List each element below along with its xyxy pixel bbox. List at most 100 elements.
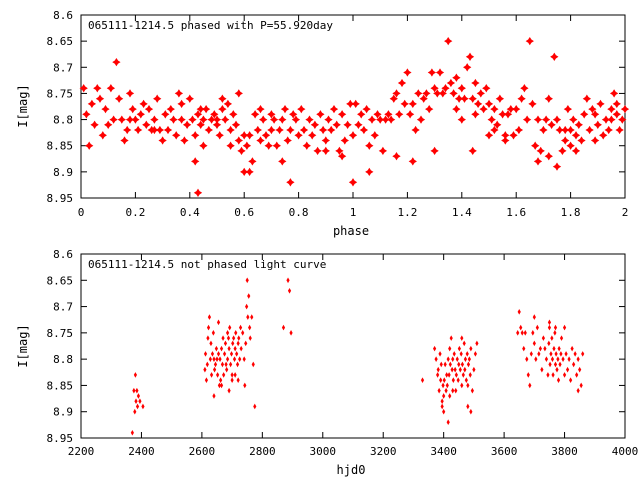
- data-point: [573, 351, 577, 357]
- data-point: [335, 146, 344, 156]
- data-point: [547, 324, 552, 331]
- data-point: [236, 340, 240, 347]
- data-point: [340, 136, 349, 145]
- data-point: [207, 115, 216, 124]
- data-point: [460, 94, 469, 103]
- data-point: [235, 351, 239, 357]
- data-point: [536, 146, 545, 156]
- data-point: [414, 89, 423, 98]
- data-point: [558, 146, 567, 156]
- data-point: [566, 141, 575, 150]
- data-point: [248, 157, 257, 166]
- data-point: [216, 319, 221, 326]
- data-point: [188, 115, 197, 124]
- data-point: [218, 356, 222, 362]
- data-point: [479, 104, 488, 114]
- data-point: [214, 345, 218, 352]
- data-point: [405, 110, 415, 119]
- data-point: [204, 125, 213, 135]
- data-point: [495, 94, 505, 103]
- data-point: [283, 136, 292, 145]
- data-point: [553, 324, 558, 331]
- data-point: [236, 377, 240, 383]
- data-point: [269, 115, 279, 124]
- data-point: [241, 330, 245, 336]
- data-point: [98, 131, 107, 140]
- data-point: [230, 372, 234, 378]
- data-point: [256, 104, 265, 114]
- data-point: [430, 84, 439, 93]
- data-point: [234, 330, 238, 336]
- data-point: [582, 94, 592, 103]
- data-point: [348, 178, 358, 187]
- data-point: [230, 377, 234, 383]
- data-point: [475, 340, 479, 347]
- data-point: [590, 136, 600, 145]
- data-point: [302, 141, 311, 150]
- data-point: [453, 366, 457, 373]
- data-point: [395, 110, 404, 119]
- y-tick-label: 8.85: [47, 379, 74, 392]
- data-point: [446, 356, 450, 362]
- data-point: [520, 84, 529, 93]
- data-point: [221, 335, 225, 341]
- x-tick-label: 3200: [370, 445, 397, 458]
- data-point: [240, 167, 249, 177]
- data-point: [359, 125, 369, 135]
- data-point: [308, 131, 317, 140]
- data-point: [310, 120, 320, 129]
- data-point: [615, 125, 624, 135]
- data-point: [318, 125, 328, 135]
- data-point: [468, 146, 477, 156]
- data-point: [449, 89, 458, 98]
- data-point: [520, 330, 524, 336]
- x-tick-label: 2200: [68, 445, 95, 458]
- data-point: [465, 52, 475, 61]
- data-point: [466, 382, 470, 389]
- data-point: [134, 398, 138, 404]
- data-point: [558, 361, 562, 368]
- data-point: [206, 335, 210, 341]
- data-point: [528, 382, 532, 389]
- data-point: [316, 110, 325, 119]
- data-point: [321, 146, 330, 156]
- data-point: [523, 330, 527, 336]
- data-point: [455, 356, 459, 362]
- data-point: [427, 68, 437, 77]
- x-tick-label: 0: [78, 206, 85, 219]
- data-point: [544, 94, 553, 103]
- data-point: [444, 387, 448, 394]
- data-point: [267, 110, 276, 119]
- x-tick-label: 3000: [310, 445, 337, 458]
- data-point: [392, 152, 401, 161]
- x-tick-label: 0.2: [125, 206, 145, 219]
- data-point: [440, 398, 444, 404]
- data-point: [343, 120, 352, 129]
- data-point: [136, 110, 145, 119]
- data-point: [549, 351, 553, 357]
- y-tick-label: 8.9: [53, 406, 73, 419]
- data-point: [233, 345, 237, 352]
- data-point: [446, 419, 450, 426]
- data-point: [448, 393, 452, 399]
- data-point: [553, 361, 558, 368]
- data-point: [532, 314, 536, 320]
- data-point: [556, 377, 561, 383]
- data-point: [572, 361, 576, 368]
- data-point: [212, 393, 216, 399]
- data-point: [525, 356, 529, 362]
- data-point: [133, 408, 137, 415]
- data-point: [469, 345, 473, 352]
- data-point: [538, 345, 542, 352]
- data-point: [441, 84, 450, 93]
- data-point: [378, 146, 388, 156]
- data-point: [251, 361, 255, 368]
- data-point: [261, 131, 271, 140]
- data-point: [177, 115, 186, 124]
- data-point: [348, 131, 358, 140]
- data-point: [531, 141, 540, 150]
- data-point: [439, 361, 443, 368]
- data-point: [498, 110, 507, 119]
- y-tick-label: 8.75: [47, 327, 74, 340]
- data-point: [562, 324, 567, 331]
